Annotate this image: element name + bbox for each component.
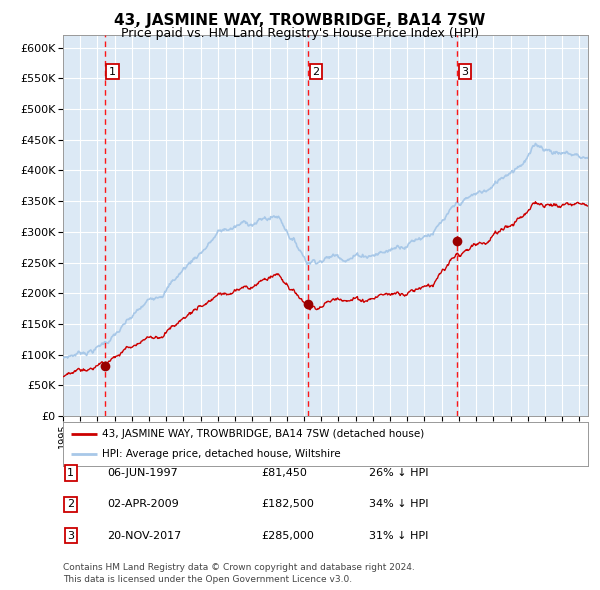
Text: 3: 3 — [67, 531, 74, 540]
Text: 1: 1 — [109, 67, 116, 77]
Text: 34% ↓ HPI: 34% ↓ HPI — [369, 500, 428, 509]
Text: 3: 3 — [461, 67, 469, 77]
Text: HPI: Average price, detached house, Wiltshire: HPI: Average price, detached house, Wilt… — [103, 449, 341, 459]
Text: 31% ↓ HPI: 31% ↓ HPI — [369, 531, 428, 540]
Text: Price paid vs. HM Land Registry's House Price Index (HPI): Price paid vs. HM Land Registry's House … — [121, 27, 479, 40]
Text: £182,500: £182,500 — [261, 500, 314, 509]
Text: 26% ↓ HPI: 26% ↓ HPI — [369, 468, 428, 478]
Text: £81,450: £81,450 — [261, 468, 307, 478]
Text: This data is licensed under the Open Government Licence v3.0.: This data is licensed under the Open Gov… — [63, 575, 352, 584]
Text: £285,000: £285,000 — [261, 531, 314, 540]
Text: 2: 2 — [67, 500, 74, 509]
Text: 02-APR-2009: 02-APR-2009 — [107, 500, 179, 509]
Text: 43, JASMINE WAY, TROWBRIDGE, BA14 7SW (detached house): 43, JASMINE WAY, TROWBRIDGE, BA14 7SW (d… — [103, 429, 425, 439]
Text: 43, JASMINE WAY, TROWBRIDGE, BA14 7SW: 43, JASMINE WAY, TROWBRIDGE, BA14 7SW — [115, 13, 485, 28]
Text: 1: 1 — [67, 468, 74, 478]
Text: 2: 2 — [313, 67, 320, 77]
Text: 06-JUN-1997: 06-JUN-1997 — [107, 468, 178, 478]
Text: Contains HM Land Registry data © Crown copyright and database right 2024.: Contains HM Land Registry data © Crown c… — [63, 563, 415, 572]
Text: 20-NOV-2017: 20-NOV-2017 — [107, 531, 181, 540]
